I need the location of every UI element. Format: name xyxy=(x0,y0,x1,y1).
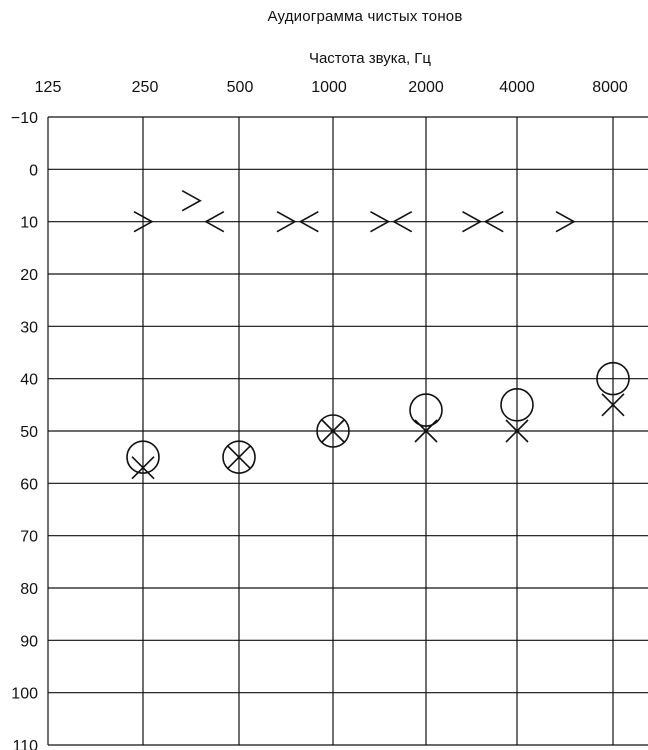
less-than-marker xyxy=(483,210,504,233)
y-tick-label: 90 xyxy=(20,633,38,650)
x-tick-label: 8000 xyxy=(592,79,628,96)
greater-than-marker xyxy=(181,190,202,212)
y-tick-label: 60 xyxy=(20,476,38,493)
cross-marker xyxy=(414,419,438,443)
y-tick-label: 80 xyxy=(20,581,38,598)
y-tick-label: 20 xyxy=(20,267,38,284)
circle-marker xyxy=(222,440,256,474)
greater-than-marker xyxy=(276,210,297,233)
cross-marker xyxy=(601,393,625,417)
cross-marker xyxy=(505,419,529,443)
y-tick-label: 0 xyxy=(29,162,38,179)
cross-marker xyxy=(321,419,345,443)
y-tick-label: −10 xyxy=(11,110,38,127)
x-tick-label: 1000 xyxy=(311,79,347,96)
cross-marker xyxy=(131,456,155,480)
less-than-marker xyxy=(204,210,225,233)
x-tick-label: 2000 xyxy=(408,79,444,96)
grid xyxy=(47,116,648,746)
y-tick-label: 30 xyxy=(20,319,38,336)
greater-than-marker xyxy=(370,210,391,233)
chart-title: Аудиограмма чистых тонов xyxy=(267,8,463,25)
cross-marker xyxy=(227,445,251,469)
x-tick-label: 4000 xyxy=(499,79,535,96)
x-tick-label: 125 xyxy=(35,79,62,96)
circle-marker xyxy=(409,393,443,427)
greater-than-marker xyxy=(462,210,483,233)
circle-marker xyxy=(316,414,350,448)
greater-than-marker xyxy=(555,210,576,233)
x-tick-label: 500 xyxy=(227,79,254,96)
circle-marker xyxy=(596,361,630,396)
greater-than-marker xyxy=(133,210,154,233)
y-tick-label: 70 xyxy=(20,529,38,546)
circle-marker xyxy=(126,440,160,474)
less-than-marker xyxy=(298,210,319,233)
x-tick-label: 250 xyxy=(132,79,159,96)
x-axis-label: Частота звука, Гц xyxy=(308,50,432,67)
less-than-marker xyxy=(392,210,413,233)
data-marks xyxy=(126,190,630,480)
y-tick-label: 50 xyxy=(20,424,38,441)
circle-marker xyxy=(500,388,534,422)
tick-labels: 125 250 500 1000 2000 4000 8000 −10 0 10 20 30 40 50 6… xyxy=(11,79,628,750)
y-tick-label: 110 xyxy=(12,738,38,750)
y-tick-label: 40 xyxy=(20,372,38,389)
y-tick-label: 100 xyxy=(11,686,38,703)
y-tick-label: 10 xyxy=(20,215,38,232)
